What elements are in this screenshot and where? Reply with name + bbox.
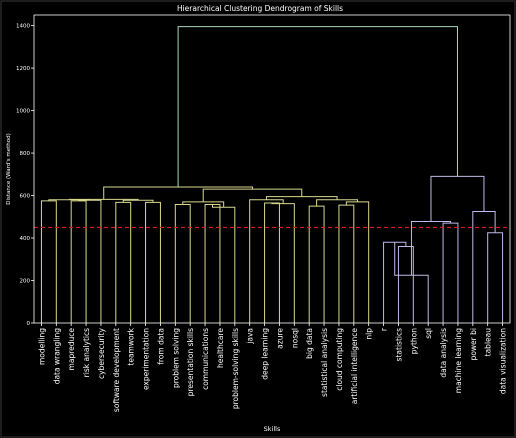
y-tick-label: 400	[20, 236, 31, 242]
x-axis-ticks: modelling data wrangling mapreduce risk ana…	[37, 323, 508, 412]
leaf-label: power bi	[469, 328, 478, 360]
leaf-label: problem-solving skills	[231, 328, 240, 409]
y-tick-label: 1000	[16, 109, 30, 115]
leaf-label: data analysis	[439, 328, 448, 378]
x-axis-label: Skills	[264, 425, 281, 433]
y-tick-label: 200	[20, 279, 31, 285]
y-axis-label: Distance (Ward's method)	[6, 133, 12, 205]
dendrogram-link	[145, 201, 161, 323]
leaf-label: mapreduce	[67, 328, 76, 371]
leaf-label: teamwork	[127, 327, 136, 365]
leaf-label: experimentation	[142, 328, 151, 390]
leaf-label: presentation skills	[186, 328, 195, 396]
dendrogram-link	[122, 199, 154, 203]
leaf-label: tableau	[484, 328, 493, 357]
dendrogram-link	[78, 199, 102, 323]
plot-frame	[33, 14, 511, 324]
y-tick-label: 800	[20, 151, 31, 157]
y-axis: 0 200 400 600 800 1000 1200 1400	[16, 24, 34, 327]
leaf-label: nlp	[365, 328, 374, 340]
leaf-label: data visualization	[499, 328, 508, 394]
leaf-label: big data	[305, 328, 314, 359]
dendrogram-link	[265, 196, 338, 200]
dendrogram-link	[472, 210, 496, 323]
chart-title: Hierarchical Clustering Dendrogram of Sk…	[177, 4, 343, 13]
dendrogram-link	[394, 242, 429, 323]
dendrogram-link	[264, 202, 280, 323]
leaf-label: r	[380, 327, 389, 331]
leaf-label: communications	[201, 328, 210, 390]
dendrogram-links	[40, 26, 504, 323]
leaf-label: deep learning	[261, 328, 270, 380]
dendrogram-link	[442, 222, 459, 323]
leaf-label: statistical analysis	[320, 328, 329, 397]
leaf-label: cybersecurity	[97, 327, 106, 379]
dendrogram-link	[177, 26, 458, 188]
leaf-label: machine learning	[454, 328, 463, 393]
leaf-label: sql	[424, 328, 433, 339]
leaf-label: data wrangling	[52, 328, 61, 385]
dendrogram-link	[115, 201, 132, 323]
y-tick-label: 1200	[16, 66, 30, 72]
y-tick-label: 1400	[16, 24, 30, 30]
leaf-label: statistics	[394, 328, 403, 362]
leaf-label: modelling	[37, 328, 46, 365]
leaf-label: java	[246, 328, 255, 345]
dendrogram-link	[204, 203, 221, 323]
leaf-label: problem solving	[171, 328, 180, 388]
y-tick-label: 600	[20, 194, 31, 200]
y-tick-label: 0	[27, 321, 31, 327]
leaf-label: cloud computing	[335, 328, 344, 391]
leaf-label: artificial intelligence	[350, 328, 359, 405]
leaf-label: python	[409, 328, 418, 354]
leaf-label: from data	[156, 328, 165, 365]
leaf-label: risk analytics	[82, 328, 91, 377]
leaf-label: healthcare	[216, 328, 225, 368]
leaf-label: software development	[112, 328, 121, 412]
leaf-label: azure	[275, 328, 284, 349]
leaf-label: nosql	[290, 328, 299, 348]
